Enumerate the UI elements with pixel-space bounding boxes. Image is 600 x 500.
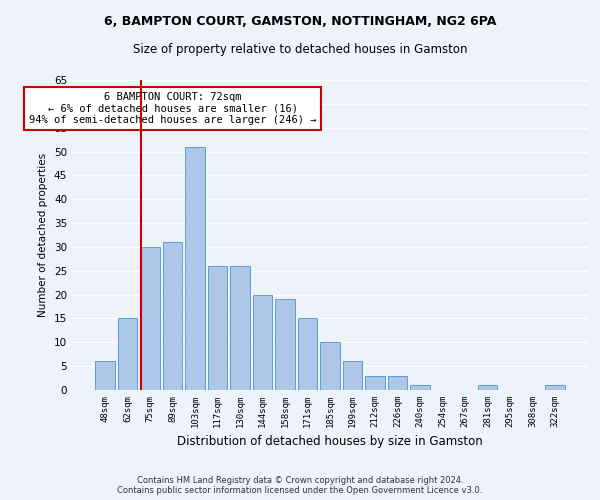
Bar (365, 376, 385, 390)
Bar (230, 266, 250, 390)
Bar (140, 247, 160, 390)
Bar (410, 385, 430, 390)
Bar (478, 385, 497, 390)
Text: Size of property relative to detached houses in Gamston: Size of property relative to detached ho… (133, 42, 467, 56)
Bar (343, 362, 362, 390)
Bar (253, 294, 272, 390)
Bar (388, 376, 407, 390)
Bar (163, 242, 182, 390)
Bar (95, 362, 115, 390)
Bar (185, 147, 205, 390)
Y-axis label: Number of detached properties: Number of detached properties (38, 153, 49, 317)
Bar (298, 318, 317, 390)
X-axis label: Distribution of detached houses by size in Gamston: Distribution of detached houses by size … (177, 436, 483, 448)
Text: 6, BAMPTON COURT, GAMSTON, NOTTINGHAM, NG2 6PA: 6, BAMPTON COURT, GAMSTON, NOTTINGHAM, N… (104, 15, 496, 28)
Bar (320, 342, 340, 390)
Bar (118, 318, 137, 390)
Text: 6 BAMPTON COURT: 72sqm
← 6% of detached houses are smaller (16)
94% of semi-deta: 6 BAMPTON COURT: 72sqm ← 6% of detached … (29, 92, 316, 125)
Bar (208, 266, 227, 390)
Text: Contains HM Land Registry data © Crown copyright and database right 2024.
Contai: Contains HM Land Registry data © Crown c… (118, 476, 482, 495)
Bar (545, 385, 565, 390)
Bar (275, 300, 295, 390)
